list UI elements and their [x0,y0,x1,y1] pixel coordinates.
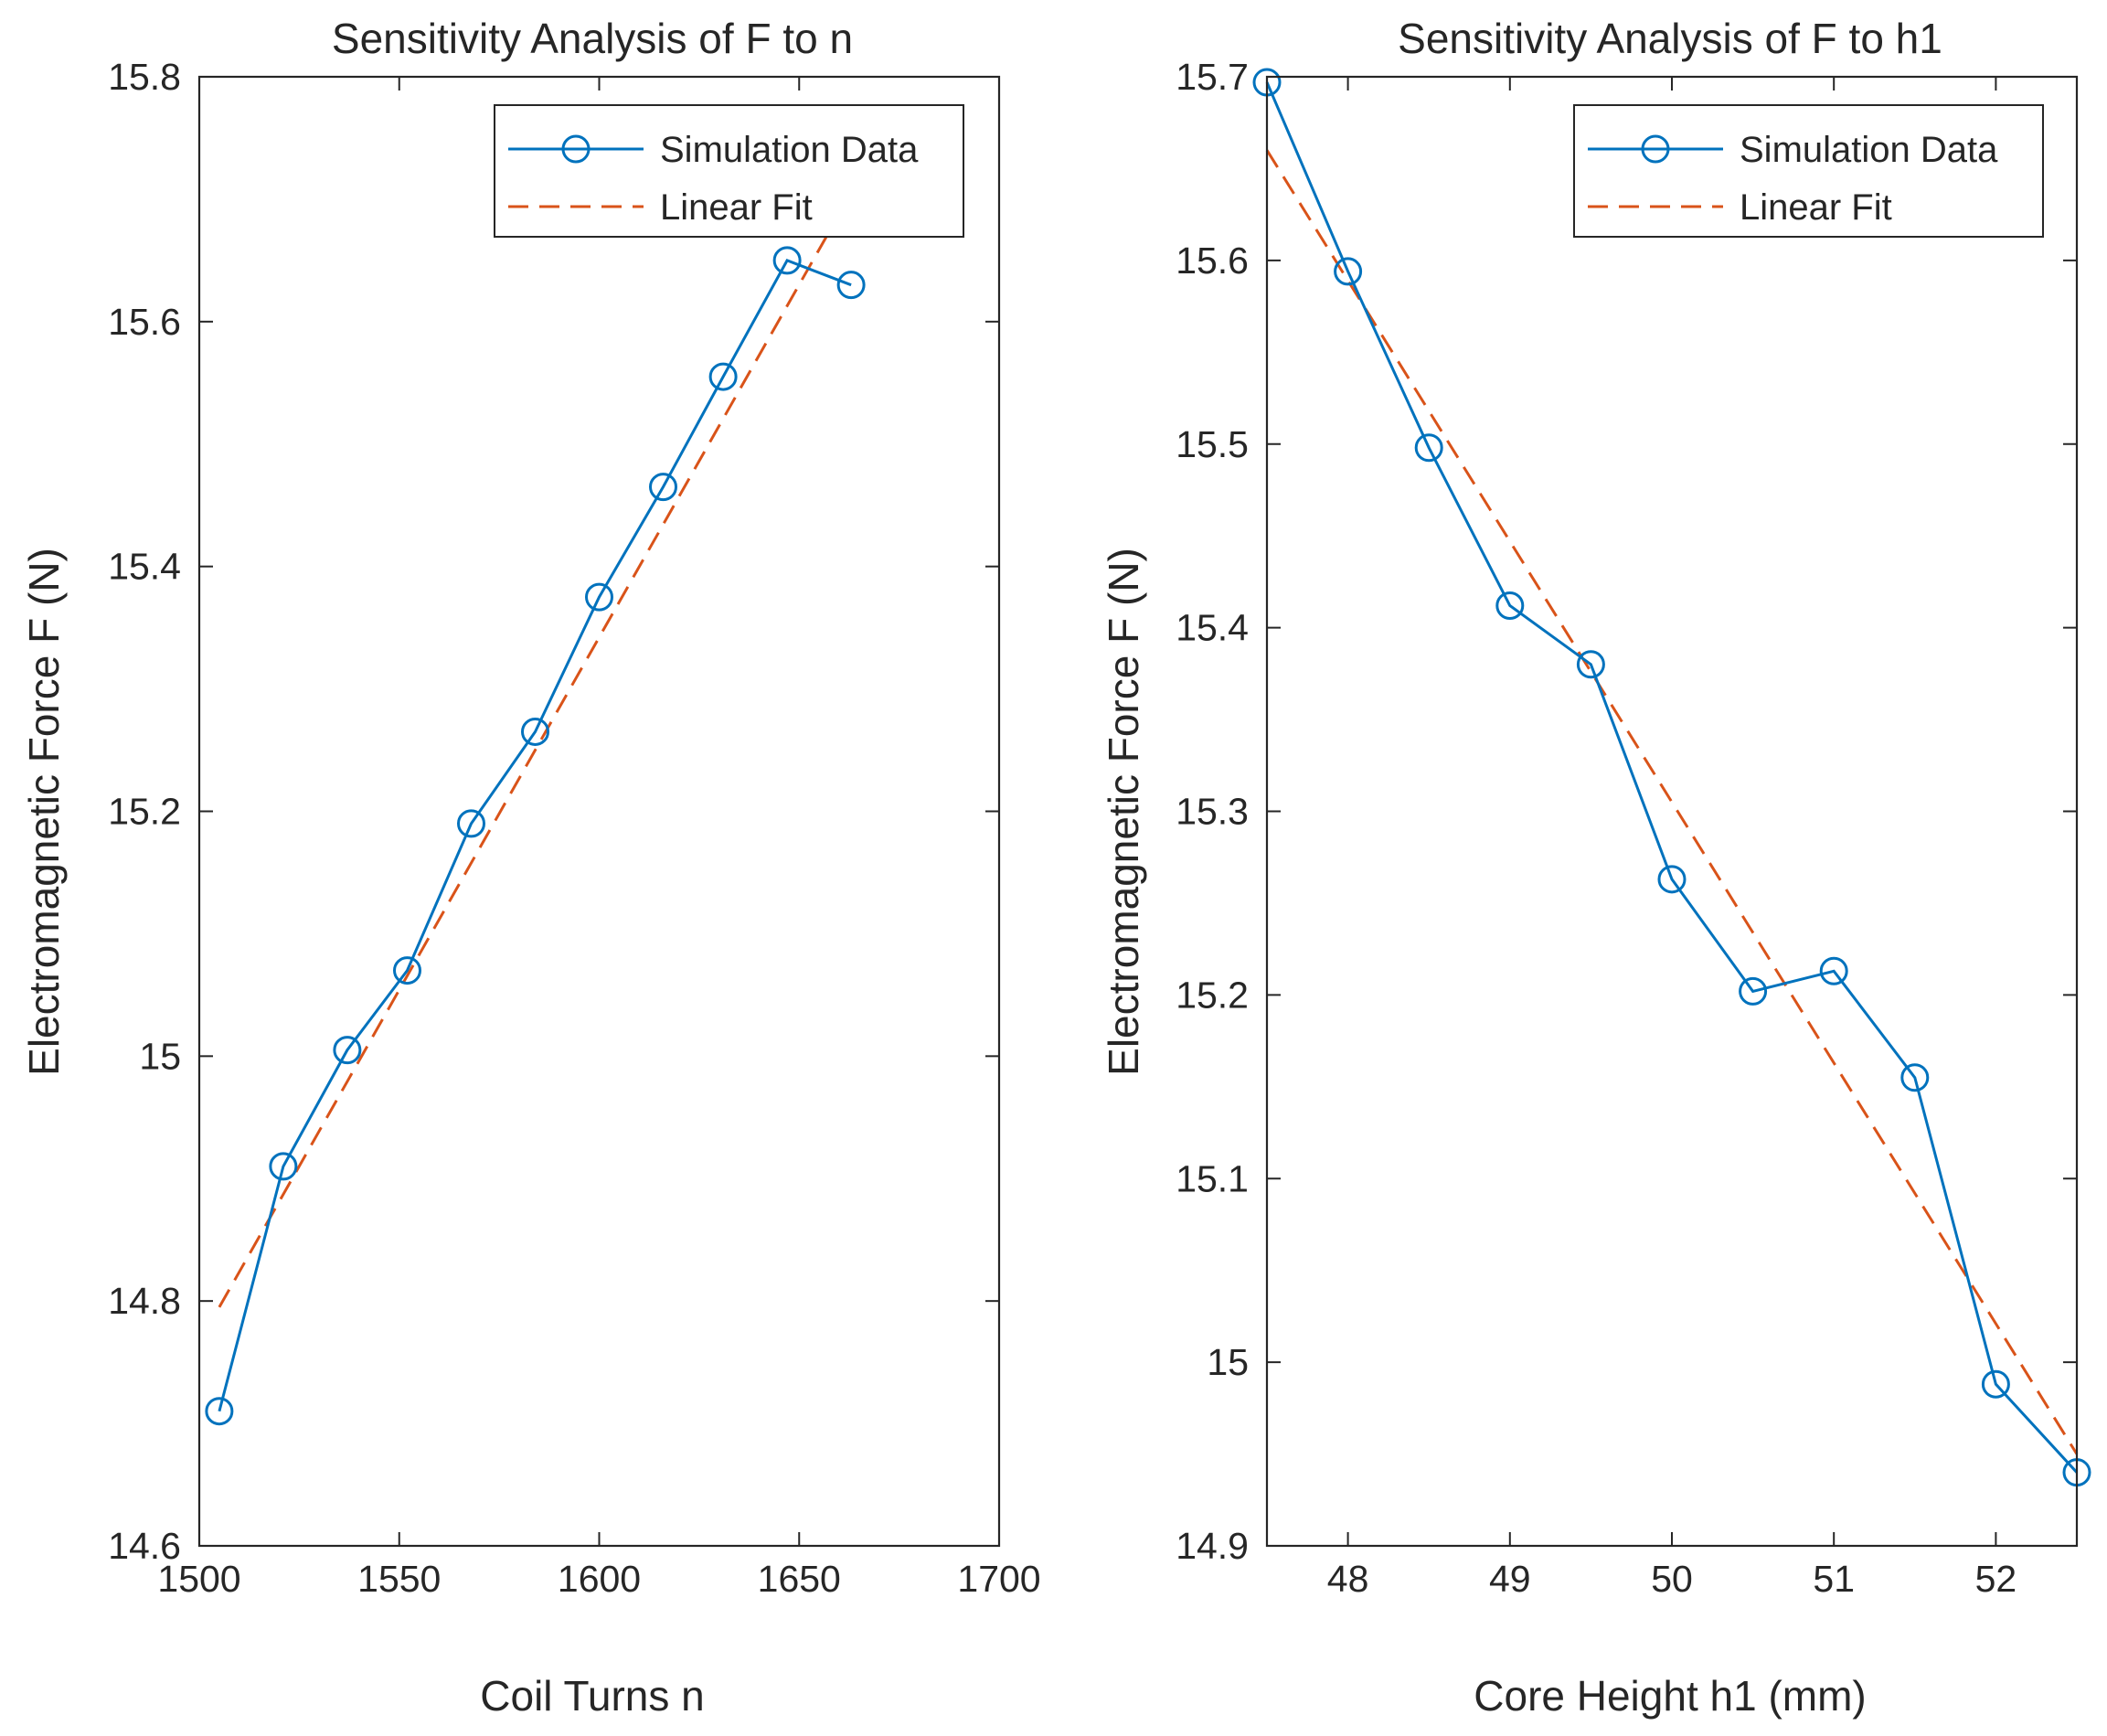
y-tick-label: 15.7 [1176,56,1249,98]
legend-box [494,104,964,238]
y-tick-label: 15.1 [1176,1157,1249,1199]
x-tick-label: 52 [1975,1558,2017,1600]
legend-label-simulation: Simulation Data [1740,130,1998,170]
simulation-data-point [393,956,421,985]
legend: Simulation Data Linear Fit [494,104,964,238]
y-tick-label: 14.9 [1176,1525,1249,1567]
x-tick-label: 1500 [157,1558,240,1600]
x-axis-label: Core Height h1 (mm) [1474,1672,1866,1720]
y-axis-ticks: 14.6 14.8 15 15.2 15.4 15.6 15.8 [108,56,999,1567]
legend-label-linear-fit: Linear Fit [660,187,813,228]
simulation-data-point [1414,433,1443,463]
x-tick-label: 1650 [758,1558,841,1600]
simulation-data-point [1334,257,1363,286]
x-tick-label: 51 [1813,1558,1855,1600]
simulation-data-point [1981,1369,2010,1399]
legend: Simulation Data Linear Fit [1573,104,2044,238]
simulation-data-point [585,582,613,612]
linear-fit-line [218,192,853,1308]
legend-sim-marker [561,134,591,164]
legend-label-simulation: Simulation Data [660,130,919,170]
simulation-data-point [269,1152,298,1181]
y-tick-label: 15.4 [1176,607,1249,649]
y-tick-label: 15.2 [1176,974,1249,1016]
simulation-data-point [1495,591,1525,621]
y-axis-label: Electromagnetic Force F (N) [20,548,68,1076]
x-axis-ticks: 48 49 50 51 52 [1327,77,2017,1600]
data-series [205,192,866,1426]
simulation-data-point [521,717,549,746]
y-tick-label: 15.6 [108,301,181,343]
y-tick-label: 15.6 [1176,240,1249,282]
x-tick-label: 1550 [357,1558,441,1600]
simulation-data-point [649,473,677,502]
chart-panel-h1: Sensitivity Analysis of F to h1 48 49 50 51… [1100,15,2091,1720]
legend-sim-marker [1641,134,1670,164]
y-tick-label: 15 [1207,1341,1249,1383]
legend-box [1573,104,2044,238]
simulation-data-point [708,362,738,391]
legend-label-linear-fit: Linear Fit [1740,187,1892,228]
chart-title: Sensitivity Analysis of F to h1 [1398,15,1942,62]
simulation-data-point [1657,865,1687,894]
plot-area [199,77,999,1546]
x-tick-label: 48 [1327,1558,1369,1600]
plot-box [1265,75,2079,1548]
y-axis-label: Electromagnetic Force F (N) [1100,548,1147,1076]
y-axis-ticks: 14.9 15 15.1 15.2 15.3 15.4 15.5 15.6 15.7 [1176,56,2077,1567]
simulation-data-point [772,246,802,275]
y-tick-label: 15.4 [108,546,181,588]
plot-area [1267,77,2077,1546]
simulation-data-line [218,259,852,1412]
linear-fit-line [1265,149,2079,1455]
simulation-data-point [1819,956,1848,985]
y-tick-label: 14.6 [108,1525,181,1567]
simulation-data-point [1739,976,1768,1006]
x-axis-ticks: 1500 1550 1600 1650 1700 [157,77,1041,1600]
plot-box [197,75,1001,1548]
simulation-data-point [457,809,485,838]
x-tick-label: 49 [1489,1558,1531,1600]
y-tick-label: 15.2 [108,791,181,833]
simulation-data-line [1265,81,2079,1474]
x-tick-label: 50 [1651,1558,1693,1600]
chart-title: Sensitivity Analysis of F to n [332,15,853,62]
x-axis-label: Coil Turns n [480,1672,704,1720]
y-tick-label: 15.3 [1176,791,1249,833]
simulation-data-point [1576,650,1605,679]
simulation-data-point [1900,1063,1930,1092]
y-tick-label: 15.5 [1176,423,1249,465]
simulation-data-point [333,1036,362,1065]
simulation-data-point [836,271,866,300]
y-tick-label: 15 [139,1035,181,1077]
chart-panel-n: Sensitivity Analysis of F to n 1500 1550 1… [20,15,1041,1720]
y-tick-label: 15.8 [108,56,181,98]
simulation-data-point [205,1397,234,1426]
y-tick-label: 14.8 [108,1280,181,1322]
x-tick-label: 1600 [558,1558,641,1600]
x-tick-label: 1700 [957,1558,1040,1600]
